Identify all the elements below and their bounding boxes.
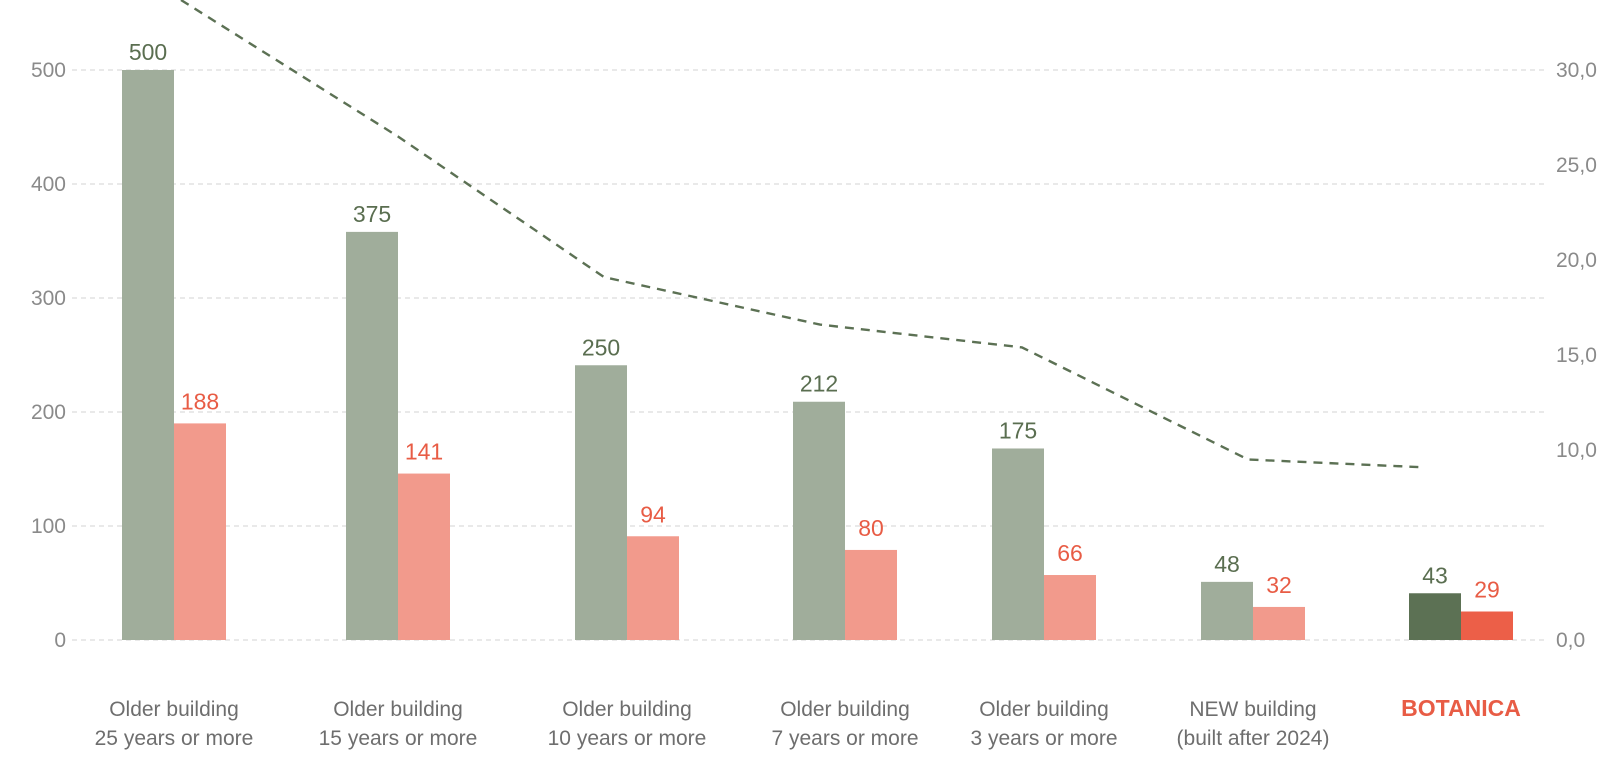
right-tick-label: 30,0 xyxy=(1556,59,1597,82)
data-label-green: 250 xyxy=(582,334,620,360)
right-tick-label: 20,0 xyxy=(1556,249,1597,272)
category-label: 10 years or more xyxy=(548,727,707,750)
category-label: Older building xyxy=(333,698,463,721)
category-label: 7 years or more xyxy=(771,727,918,750)
category-label: Older building xyxy=(109,698,239,721)
bar-green xyxy=(1409,593,1461,640)
category-label: 3 years or more xyxy=(970,727,1117,750)
bar-green xyxy=(346,231,398,640)
right-tick-label: 10,0 xyxy=(1556,439,1597,462)
left-tick-label: 100 xyxy=(31,515,66,538)
data-label-red: 94 xyxy=(640,501,666,527)
data-label-red: 141 xyxy=(405,439,443,465)
right-tick-label: 25,0 xyxy=(1556,154,1597,177)
category-label: (built after 2024) xyxy=(1177,727,1330,750)
right-tick-label: 0,0 xyxy=(1556,629,1585,652)
right-tick-label: 15,0 xyxy=(1556,344,1597,367)
category-label: Older building xyxy=(780,698,910,721)
trend-line xyxy=(180,0,1420,469)
bar-green xyxy=(122,70,174,640)
bar-red xyxy=(1461,611,1513,640)
left-axis: 0 100 200 300 400 500 xyxy=(31,59,66,652)
right-axis: 0,0 10,0 15,0 20,0 25,0 30,0 xyxy=(1556,59,1597,652)
left-tick-label: 400 xyxy=(31,173,66,196)
category-label: 25 years or more xyxy=(95,727,254,750)
bars-layer xyxy=(122,70,1513,640)
data-label-green: 500 xyxy=(129,39,167,65)
left-tick-label: 300 xyxy=(31,287,66,310)
bar-red xyxy=(398,473,450,640)
data-label-red: 29 xyxy=(1474,577,1500,603)
categories-layer: Older building 25 years or more Older buil… xyxy=(95,695,1521,750)
bar-red xyxy=(845,549,897,640)
data-label-red: 32 xyxy=(1266,572,1292,598)
data-label-green: 212 xyxy=(800,371,838,397)
category-label: NEW building xyxy=(1189,698,1316,721)
line-layer xyxy=(180,0,1420,469)
bar-green xyxy=(793,401,845,640)
data-label-green: 375 xyxy=(353,201,391,227)
data-label-red: 66 xyxy=(1057,540,1083,566)
bar-red xyxy=(174,423,226,640)
bar-red xyxy=(627,536,679,640)
category-label: 15 years or more xyxy=(319,727,478,750)
category-label: Older building xyxy=(562,698,692,721)
data-label-green: 48 xyxy=(1214,551,1240,577)
labels-layer: 500 188 375 141 250 94 212 80 175 66 48 32 43 29 xyxy=(129,39,1500,603)
data-label-red: 80 xyxy=(858,515,884,541)
left-tick-label: 500 xyxy=(31,59,66,82)
bar-red xyxy=(1044,575,1096,640)
data-label-green: 175 xyxy=(999,417,1037,443)
bar-red xyxy=(1253,606,1305,640)
left-tick-label: 200 xyxy=(31,401,66,424)
bar-green xyxy=(1201,581,1253,640)
data-label-red: 188 xyxy=(181,388,219,414)
category-label: Older building xyxy=(979,698,1109,721)
bar-green xyxy=(992,448,1044,640)
data-label-green: 43 xyxy=(1422,562,1448,588)
left-tick-label: 0 xyxy=(54,629,66,652)
category-label-highlight: BOTANICA xyxy=(1401,695,1521,721)
bar-green xyxy=(575,365,627,640)
